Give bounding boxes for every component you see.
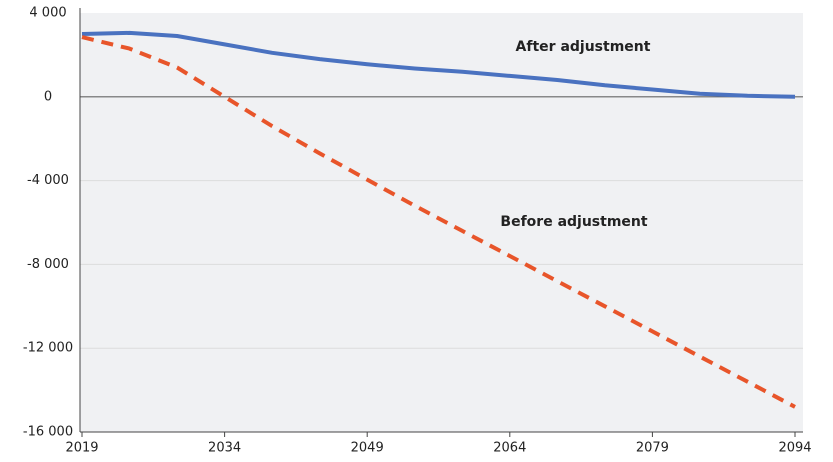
x-tick-label: 2079 — [636, 441, 669, 456]
x-tick-label: 2049 — [351, 441, 384, 456]
series-line — [81, 35, 796, 409]
series-label: Before adjustment — [500, 214, 647, 230]
y-tick-label: 0 — [44, 89, 52, 104]
y-tick-label: -8 000 — [27, 257, 69, 272]
plot-area — [80, 13, 803, 432]
x-tick-label: 2064 — [493, 441, 526, 456]
x-tick-label: 2019 — [65, 441, 98, 456]
y-tick-label: -16 000 — [23, 425, 73, 440]
y-tick-label: -4 000 — [27, 173, 69, 188]
x-tick-label: 2034 — [208, 441, 241, 456]
y-tick-label: 4 000 — [29, 6, 66, 21]
series-label: After adjustment — [516, 39, 651, 55]
y-tick-label: -12 000 — [23, 341, 73, 356]
x-tick-label: 2094 — [778, 441, 811, 456]
series-line — [81, 30, 796, 99]
